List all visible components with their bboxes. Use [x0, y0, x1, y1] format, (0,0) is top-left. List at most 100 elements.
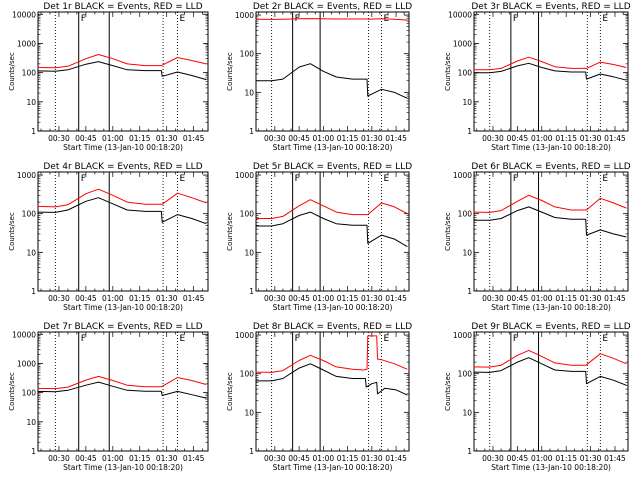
y-tick-label: 1000	[17, 359, 36, 368]
lld-series-line	[255, 18, 408, 21]
y-tick-label: 100	[22, 389, 37, 398]
y-axis-label: Counts/sec	[226, 372, 234, 411]
x-tick-label: 01:30	[580, 454, 602, 463]
x-axis-label: Start Time (13-Jan-10 00:18:20)	[491, 143, 611, 152]
y-tick-label: 10000	[12, 330, 36, 339]
events-series-line	[473, 206, 627, 238]
y-tick-label: 1000	[453, 39, 472, 48]
x-tick-label: 01:00	[313, 294, 335, 303]
panel-title: Det 4r BLACK = Events, RED = LLD	[43, 162, 202, 172]
x-tick-label: 01:15	[337, 294, 359, 303]
lld-series-line	[255, 335, 408, 373]
y-tick-label: 10	[26, 98, 36, 107]
time-marker-label: E	[384, 174, 390, 184]
y-tick-label: 1000	[235, 11, 254, 20]
events-series-line	[255, 363, 408, 396]
x-axis-label: Start Time (13-Jan-10 00:18:20)	[273, 303, 393, 312]
x-tick-label: 01:30	[361, 134, 383, 143]
events-series-line	[473, 62, 627, 81]
y-tick-label: 1	[31, 287, 36, 296]
panel-det-9: Det 9r BLACK = Events, RED = LLD 1 10 100 10…	[444, 322, 631, 472]
panel-title: Det 9r BLACK = Events, RED = LLD	[471, 322, 630, 332]
x-tick-label: 01:45	[604, 454, 626, 463]
y-tick-label: 1000	[235, 171, 254, 180]
time-marker-label: F	[295, 174, 300, 184]
panel-det-2: Det 2r BLACK = Events, RED = LLD 1 10 100 10…	[226, 2, 412, 152]
x-tick-label: 00:45	[75, 134, 97, 143]
x-tick-label: 01:30	[361, 294, 383, 303]
time-marker-label: E	[602, 334, 608, 344]
x-tick-label: 00:30	[482, 454, 504, 463]
x-tick-label: 01:45	[385, 294, 407, 303]
lld-series-line	[37, 375, 207, 390]
x-tick-label: 01:45	[183, 134, 205, 143]
x-tick-label: 00:45	[75, 294, 97, 303]
x-tick-label: 00:45	[507, 294, 529, 303]
x-tick-label: 01:15	[129, 454, 151, 463]
y-tick-label: 1000	[453, 171, 472, 180]
x-tick-label: 00:30	[482, 294, 504, 303]
y-axis-label: Counts/sec	[226, 52, 234, 91]
y-tick-label: 10	[462, 248, 472, 257]
plot-frame	[473, 171, 629, 292]
lld-series-line	[473, 56, 627, 71]
y-axis-label: Counts/sec	[226, 212, 234, 251]
y-tick-label: 10	[244, 88, 254, 97]
time-marker-label: F	[513, 334, 518, 344]
time-marker-label: F	[295, 334, 300, 344]
x-tick-label: 01:45	[385, 134, 407, 143]
time-marker-label: F	[513, 14, 518, 24]
x-tick-label: 01:00	[102, 454, 124, 463]
lld-series-line	[255, 199, 408, 219]
y-tick-label: 10000	[448, 10, 472, 19]
y-axis-label: Counts/sec	[444, 52, 452, 91]
y-axis-label: Counts/sec	[8, 52, 16, 91]
time-marker-label: E	[179, 174, 185, 184]
panel-det-7: Det 7r BLACK = Events, RED = LLD 1 10 100 10…	[8, 322, 209, 472]
panel-det-5: Det 5r BLACK = Events, RED = LLD 1 10 100 10…	[226, 162, 412, 312]
events-series-line	[255, 63, 408, 99]
y-tick-label: 1	[249, 287, 254, 296]
time-marker-label: F	[81, 334, 86, 344]
x-tick-label: 01:00	[102, 294, 124, 303]
time-marker-label: E	[602, 14, 608, 24]
y-tick-label: 10	[26, 248, 36, 257]
panel-det-4: Det 4r BLACK = Events, RED = LLD 1 10 100 10…	[8, 162, 209, 312]
y-tick-label: 1	[31, 447, 36, 456]
x-tick-label: 01:15	[555, 134, 577, 143]
y-tick-label: 1	[467, 447, 472, 456]
x-tick-label: 00:30	[264, 294, 286, 303]
x-tick-label: 01:15	[337, 454, 359, 463]
x-axis-label: Start Time (13-Jan-10 00:18:20)	[63, 303, 183, 312]
plot-frame	[255, 11, 410, 132]
y-tick-label: 10	[462, 408, 472, 417]
x-tick-label: 00:30	[48, 454, 70, 463]
y-tick-label: 10	[26, 418, 36, 427]
x-tick-label: 01:45	[604, 134, 626, 143]
x-tick-label: 01:30	[361, 454, 383, 463]
x-tick-label: 01:30	[156, 454, 178, 463]
y-tick-label: 1	[467, 287, 472, 296]
y-axis-label: Counts/sec	[8, 372, 16, 411]
x-tick-label: 01:15	[555, 454, 577, 463]
time-marker-label: F	[513, 174, 518, 184]
y-tick-label: 10	[462, 98, 472, 107]
y-tick-label: 100	[22, 69, 37, 78]
panel-det-8: Det 8r BLACK = Events, RED = LLD 1 10 100 10…	[226, 322, 412, 472]
panel-title: Det 7r BLACK = Events, RED = LLD	[43, 322, 202, 332]
plot-frame	[473, 11, 629, 132]
x-tick-label: 00:30	[48, 134, 70, 143]
panel-det-6: Det 6r BLACK = Events, RED = LLD 1 10 100 10…	[444, 162, 631, 312]
x-tick-label: 00:45	[288, 134, 310, 143]
panel-title: Det 1r BLACK = Events, RED = LLD	[43, 2, 202, 12]
x-tick-label: 01:15	[129, 294, 151, 303]
x-axis-label: Start Time (13-Jan-10 00:18:20)	[273, 463, 393, 472]
y-tick-label: 1	[467, 127, 472, 136]
x-tick-label: 00:45	[507, 134, 529, 143]
panel-det-1: Det 1r BLACK = Events, RED = LLD 1 10 100 10…	[8, 2, 209, 152]
y-tick-label: 1	[31, 127, 36, 136]
plot-frame	[255, 331, 410, 452]
y-tick-label: 10000	[12, 10, 36, 19]
y-tick-label: 1000	[453, 331, 472, 340]
x-tick-label: 00:45	[288, 294, 310, 303]
